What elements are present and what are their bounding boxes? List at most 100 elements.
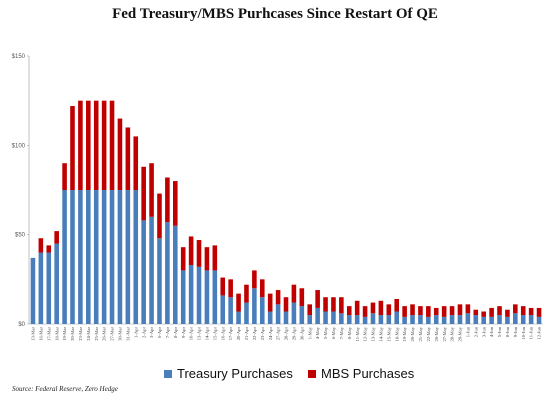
x-tick-label: 22-May <box>426 326 431 341</box>
legend-item-treasury: Treasury Purchases <box>164 366 293 381</box>
bar-mbs <box>465 304 471 314</box>
bar-mbs <box>196 240 202 267</box>
bar-treasury <box>481 316 486 324</box>
bar-mbs <box>315 290 320 308</box>
x-tick-label: 3-Jun <box>481 326 486 337</box>
bar-treasury <box>489 316 494 324</box>
bar-treasury <box>315 307 320 324</box>
bar-mbs <box>259 279 265 298</box>
x-tick-label: 25-Mar <box>94 327 99 341</box>
bar-mbs <box>204 247 210 271</box>
bar-treasury <box>259 297 265 324</box>
bar-mbs <box>323 297 328 312</box>
bar-mbs <box>481 311 486 317</box>
bar-mbs <box>441 306 447 317</box>
x-tick-label: 8-Apr <box>173 327 178 338</box>
legend-label-treasury: Treasury Purchases <box>177 366 293 381</box>
x-tick-label: 30-Mar <box>118 327 123 341</box>
bar-mbs <box>426 306 431 317</box>
x-tick-label: 13-Apr <box>197 327 202 341</box>
legend-item-mbs: MBS Purchases <box>308 366 414 381</box>
x-tick-label: 12-Jun <box>537 326 542 339</box>
bar-mbs <box>520 306 526 316</box>
bar-treasury <box>449 315 455 324</box>
x-tick-label: 3-Apr <box>149 327 154 338</box>
bar-mbs <box>283 297 289 312</box>
bar-treasury <box>46 252 52 324</box>
x-tick-label: 4-May <box>315 326 320 339</box>
x-tick-label: 23-Mar <box>78 327 83 341</box>
x-tick-label: 18-May <box>394 326 399 341</box>
bar-mbs <box>410 304 415 316</box>
bar-mbs <box>497 306 502 316</box>
bar-mbs <box>473 309 479 316</box>
bar-treasury <box>394 311 400 324</box>
x-tick-label: 17-Apr <box>228 327 233 341</box>
x-tick-label: 11-May <box>355 326 360 341</box>
bar-mbs <box>505 309 510 317</box>
x-tick-label: 26-May <box>434 326 439 341</box>
bar-mbs <box>125 127 131 190</box>
bar-mbs <box>141 166 146 221</box>
bar-treasury <box>275 304 281 324</box>
bar-mbs <box>101 100 107 190</box>
y-tick-label: $50 <box>15 233 26 239</box>
x-tick-label: 27-May <box>442 326 447 341</box>
bar-treasury <box>117 190 123 324</box>
x-tick-label: 28-Apr <box>284 327 289 341</box>
bar-mbs <box>236 293 241 312</box>
bar-mbs <box>394 298 400 312</box>
bar-treasury <box>402 316 407 324</box>
bar-mbs <box>157 193 162 239</box>
bar-mbs <box>331 297 336 312</box>
x-tick-label: 5-Jun <box>497 326 502 337</box>
x-tick-label: 19-May <box>402 326 407 341</box>
bar-treasury <box>165 222 170 324</box>
y-tick-label: $100 <box>12 143 26 149</box>
bar-mbs <box>62 163 67 190</box>
x-tick-label: 20-May <box>410 326 415 341</box>
bar-treasury <box>433 315 439 324</box>
bar-mbs <box>86 100 91 190</box>
x-tick-label: 6-May <box>331 326 336 339</box>
bar-treasury <box>133 190 139 324</box>
bar-treasury <box>386 315 392 324</box>
bar-treasury <box>204 270 210 324</box>
bar-mbs <box>244 284 249 303</box>
x-tick-label: 22-Apr <box>252 327 257 341</box>
bar-mbs <box>433 307 439 316</box>
x-tick-label: 16-Mar <box>38 327 43 341</box>
x-tick-label: 7-Apr <box>165 327 170 338</box>
x-tick-label: 16-Apr <box>220 327 225 341</box>
bar-treasury <box>331 311 336 324</box>
x-tick-label: 13-Mar <box>31 327 36 341</box>
bar-treasury <box>86 190 91 324</box>
x-tick-label: 18-Mar <box>54 327 59 341</box>
x-tick-label: 9-Jun <box>513 326 518 337</box>
bar-mbs <box>354 300 360 316</box>
bar-mbs <box>228 279 233 298</box>
bar-mbs <box>46 245 52 253</box>
x-tick-label: 2-Jun <box>473 326 478 337</box>
x-tick-label: 15-Apr <box>212 327 217 341</box>
x-tick-label: 26-Mar <box>102 327 107 341</box>
x-tick-label: 8-May <box>347 326 352 339</box>
treasury-swatch <box>164 369 172 378</box>
x-tick-label: 15-May <box>386 326 391 341</box>
bar-treasury <box>291 302 297 324</box>
bar-mbs <box>418 306 423 316</box>
y-tick-label: $0 <box>18 322 25 328</box>
x-tick-label: 1-May <box>307 326 312 339</box>
bar-mbs <box>188 236 194 266</box>
bar-treasury <box>236 311 241 324</box>
bar-mbs <box>386 304 392 316</box>
x-tick-label: 1-Apr <box>133 327 138 338</box>
mbs-swatch <box>308 369 316 378</box>
x-tick-label: 27-Mar <box>110 327 115 341</box>
x-tick-label: 29-May <box>458 326 463 341</box>
x-tick-label: 11-Jun <box>529 326 534 339</box>
chart-title: Fed Treasury/MBS Purhcases Since Restart… <box>112 6 438 22</box>
x-tick-label: 20-Apr <box>236 327 241 341</box>
bar-treasury <box>244 302 249 324</box>
